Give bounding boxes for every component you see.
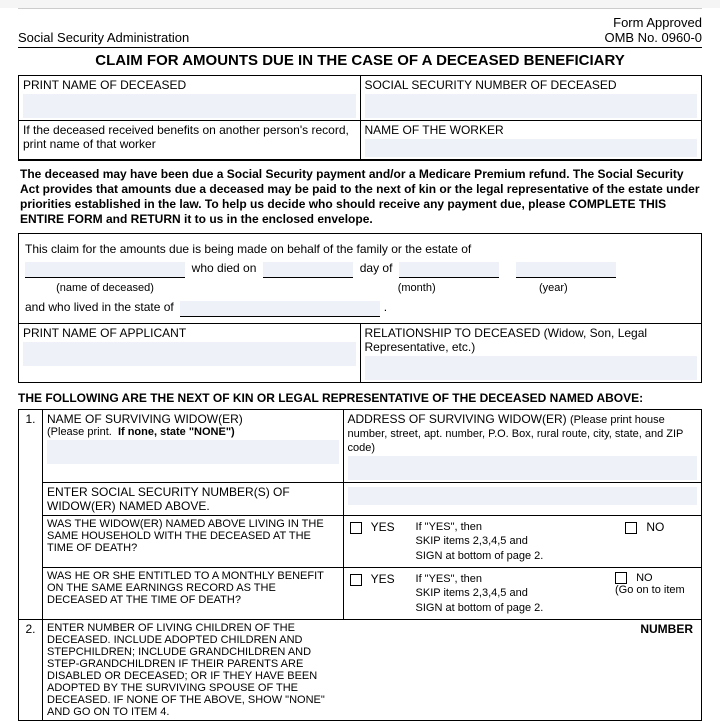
q2-go-on: (Go on to item: [615, 584, 685, 596]
sub-name-deceased: (name of deceased): [25, 280, 185, 298]
page-title: CLAIM FOR AMOUNTS DUE IN THE CASE OF A D…: [18, 52, 702, 69]
widower-name-label: NAME OF SURVIVING WIDOW(ER): [47, 412, 339, 426]
agency-name: Social Security Administration: [18, 30, 189, 45]
month-field[interactable]: [399, 262, 499, 278]
applicant-name-field[interactable]: [23, 342, 356, 366]
day-of: day of: [360, 261, 393, 275]
q1-text: WAS THE WIDOW(ER) NAMED ABOVE LIVING IN …: [47, 518, 339, 554]
q2-no-label: NO: [636, 572, 653, 584]
item-1-table: 1. NAME OF SURVIVING WIDOW(ER) (Please p…: [18, 409, 702, 721]
name-deceased-field[interactable]: [25, 262, 185, 278]
worker-name-field[interactable]: [365, 139, 698, 157]
q1-yes-label: YES: [371, 520, 395, 534]
relationship-label: RELATIONSHIP TO DECEASED (Widow, Son, Le…: [365, 326, 698, 354]
deceased-name-label: PRINT NAME OF DECEASED: [23, 78, 356, 92]
widower-sub: (Please print. If none, state "NONE"): [47, 426, 339, 438]
widower-name-field[interactable]: [47, 440, 339, 464]
year-field[interactable]: [516, 262, 616, 278]
died-on-field[interactable]: [263, 262, 353, 278]
relationship-field[interactable]: [365, 356, 698, 380]
q2-skip1: If "YES", then: [416, 573, 483, 585]
deceased-info-box: PRINT NAME OF DECEASED SOCIAL SECURITY N…: [18, 75, 702, 160]
worker-name-label: NAME OF THE WORKER: [365, 123, 698, 137]
claim-intro: This claim for the amounts due is being …: [25, 242, 471, 256]
q2-text: WAS HE OR SHE ENTITLED TO A MONTHLY BENE…: [47, 570, 339, 606]
item-1-number: 1.: [19, 410, 43, 620]
q2-skip2: SKIP items 2,3,4,5 and: [416, 587, 528, 599]
item-2-number-label: NUMBER: [640, 622, 693, 636]
form-approved: Form Approved: [604, 15, 702, 30]
q1-no-checkbox[interactable]: [625, 522, 637, 534]
applicant-name-label: PRINT NAME OF APPLICANT: [23, 326, 356, 340]
state-field[interactable]: [180, 301, 380, 317]
instructions-paragraph: The deceased may have been due a Social …: [18, 160, 702, 233]
deceased-name-field[interactable]: [23, 94, 356, 118]
q2-yes-label: YES: [371, 572, 395, 586]
q1-skip3: SIGN at bottom of page 2.: [416, 550, 544, 562]
q1-skip2: SKIP items 2,3,4,5 and: [416, 535, 528, 547]
widower-address-field[interactable]: [348, 456, 697, 480]
deceased-ssn-field[interactable]: [365, 94, 698, 118]
sub-year: (year): [503, 280, 603, 298]
item-2-text: ENTER NUMBER OF LIVING CHILDREN OF THE D…: [47, 622, 325, 718]
worker-note: If the deceased received benefits on ano…: [23, 123, 356, 151]
q1-skip1: If "YES", then: [416, 521, 483, 533]
lived-in-label: and who lived in the state of: [25, 300, 174, 314]
q2-yes-checkbox[interactable]: [350, 574, 362, 586]
omb-number: OMB No. 0960-0: [604, 30, 702, 45]
who-died: who died on: [192, 261, 257, 275]
item-2-number: 2.: [19, 619, 43, 720]
q2-no-checkbox[interactable]: [615, 572, 627, 584]
q2-skip3: SIGN at bottom of page 2.: [416, 602, 544, 614]
claim-behalf-box: This claim for the amounts due is being …: [18, 233, 702, 383]
next-of-kin-header: THE FOLLOWING ARE THE NEXT OF KIN OR LEG…: [18, 383, 702, 409]
q1-yes-checkbox[interactable]: [350, 522, 362, 534]
widower-address-label: ADDRESS OF SURVIVING WIDOW(ER): [348, 412, 567, 426]
q1-no-label: NO: [646, 520, 664, 534]
sub-month: (month): [367, 280, 467, 298]
widower-ssn-label: ENTER SOCIAL SECURITY NUMBER(S) OF WIDOW…: [47, 485, 339, 513]
widower-ssn-field[interactable]: [348, 487, 697, 505]
deceased-ssn-label: SOCIAL SECURITY NUMBER OF DECEASED: [365, 78, 698, 92]
